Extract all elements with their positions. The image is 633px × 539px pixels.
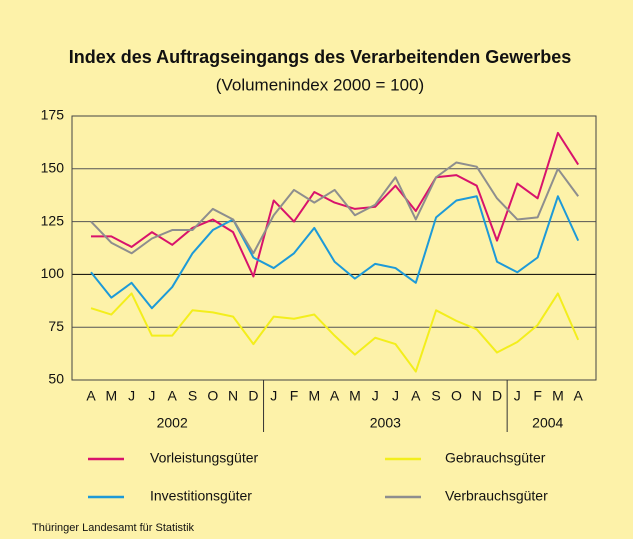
x-tick-label: N — [228, 388, 238, 404]
x-tick-label: J — [270, 388, 277, 404]
legend-label: Verbrauchsgüter — [445, 488, 548, 504]
x-tick-label: M — [349, 388, 361, 404]
legend-label: Gebrauchsgüter — [445, 450, 546, 466]
x-tick-label: S — [188, 388, 197, 404]
x-tick-label: J — [372, 388, 379, 404]
x-tick-label: D — [492, 388, 502, 404]
x-group-label: 2003 — [370, 415, 401, 431]
y-tick-label: 150 — [41, 160, 65, 176]
x-tick-label: M — [552, 388, 564, 404]
x-tick-label: J — [392, 388, 399, 404]
series-line — [90, 161, 580, 255]
x-tick-label: O — [207, 388, 218, 404]
legend-label: Vorleistungsgüter — [150, 450, 259, 466]
x-group-label: 2004 — [532, 415, 563, 431]
plot-frame — [71, 115, 597, 381]
y-tick-label: 75 — [48, 318, 64, 334]
x-tick-label: J — [148, 388, 155, 404]
source: Thüringer Landesamt für Statistik — [32, 522, 195, 534]
x-tick-label: D — [248, 388, 258, 404]
x-tick-label: J — [128, 388, 135, 404]
series-line — [91, 131, 580, 278]
x-group-label: 2002 — [157, 415, 188, 431]
x-tick-label: A — [574, 388, 584, 404]
x-tick-label: M — [105, 388, 117, 404]
x-tick-label: A — [411, 388, 421, 404]
y-tick-label: 175 — [41, 107, 65, 123]
chart-subtitle: (Volumenindex 2000 = 100) — [216, 75, 424, 94]
x-tick-label: O — [451, 388, 462, 404]
y-tick-label: 100 — [41, 265, 65, 281]
x-tick-label: A — [168, 388, 178, 404]
legend-label: Investitionsgüter — [150, 488, 252, 504]
chart-title: Index des Auftragseingangs des Verarbeit… — [69, 47, 572, 67]
x-tick-label: N — [472, 388, 482, 404]
y-tick-label: 50 — [48, 371, 64, 387]
x-tick-label: F — [533, 388, 542, 404]
x-tick-label: J — [514, 388, 521, 404]
x-tick-label: F — [290, 388, 299, 404]
y-tick-label: 125 — [41, 212, 65, 228]
x-tick-label: M — [308, 388, 320, 404]
x-tick-label: S — [431, 388, 440, 404]
x-tick-label: A — [86, 388, 96, 404]
x-tick-label: A — [330, 388, 340, 404]
series-line — [90, 292, 580, 373]
series-line — [90, 195, 580, 310]
